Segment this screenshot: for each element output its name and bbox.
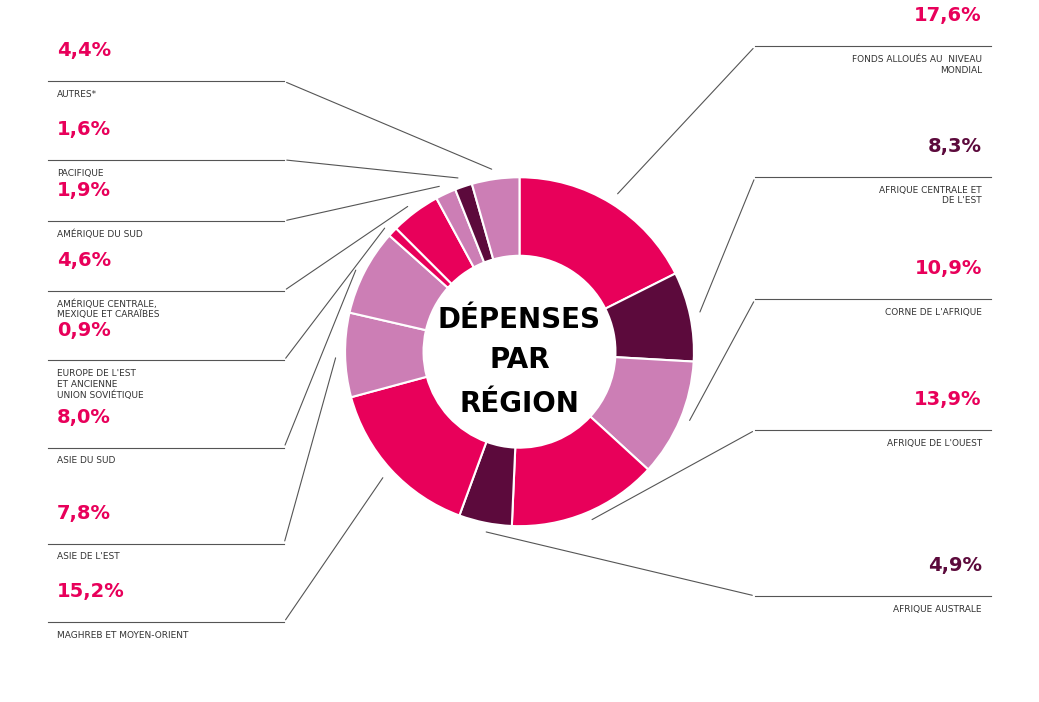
Text: 4,9%: 4,9% [928,556,982,575]
Wedge shape [472,178,520,260]
Text: 1,6%: 1,6% [57,120,111,139]
Text: 8,3%: 8,3% [928,138,982,157]
Wedge shape [520,178,675,309]
Text: 4,6%: 4,6% [57,251,111,270]
Text: 1,9%: 1,9% [57,181,111,200]
Text: AFRIQUE DE L'OUEST: AFRIQUE DE L'OUEST [886,439,982,448]
Wedge shape [351,377,486,515]
Text: 10,9%: 10,9% [914,260,982,279]
Text: ASIE DE L'EST: ASIE DE L'EST [57,552,119,562]
Text: AMÉRIQUE DU SUD: AMÉRIQUE DU SUD [57,230,143,239]
Wedge shape [590,357,694,470]
Text: CORNE DE L'AFRIQUE: CORNE DE L'AFRIQUE [885,308,982,317]
Text: 0,9%: 0,9% [57,321,111,340]
Wedge shape [606,274,694,362]
Text: 15,2%: 15,2% [57,582,125,601]
Text: RÉGION: RÉGION [459,390,580,418]
Text: 4,4%: 4,4% [57,41,111,60]
Text: EUROPE DE L'EST
ET ANCIENNE
UNION SOVIÉTIQUE: EUROPE DE L'EST ET ANCIENNE UNION SOVIÉT… [57,369,143,399]
Wedge shape [436,190,484,267]
Wedge shape [512,416,648,526]
Wedge shape [459,442,515,526]
Text: AFRIQUE AUSTRALE: AFRIQUE AUSTRALE [894,604,982,614]
Text: ASIE DU SUD: ASIE DU SUD [57,456,115,465]
Text: PACIFIQUE: PACIFIQUE [57,168,104,178]
Text: DÉPENSES: DÉPENSES [438,306,601,334]
Text: 7,8%: 7,8% [57,503,111,523]
Wedge shape [390,228,452,288]
Text: 13,9%: 13,9% [914,390,982,409]
Text: AUTRES*: AUTRES* [57,90,98,99]
Text: AMÉRIQUE CENTRALE,
MEXIQUE ET CARAÏBES: AMÉRIQUE CENTRALE, MEXIQUE ET CARAÏBES [57,299,160,319]
Text: FONDS ALLOUÉS AU  NIVEAU
MONDIAL: FONDS ALLOUÉS AU NIVEAU MONDIAL [852,55,982,74]
Text: MAGHREB ET MOYEN-ORIENT: MAGHREB ET MOYEN-ORIENT [57,631,189,640]
Text: AFRIQUE CENTRALE ET
DE L'EST: AFRIQUE CENTRALE ET DE L'EST [879,186,982,206]
Wedge shape [396,199,474,284]
Wedge shape [345,312,427,397]
Text: 8,0%: 8,0% [57,408,111,427]
Text: PAR: PAR [489,347,550,374]
Wedge shape [455,184,494,263]
Text: 17,6%: 17,6% [914,6,982,25]
Wedge shape [349,236,448,330]
